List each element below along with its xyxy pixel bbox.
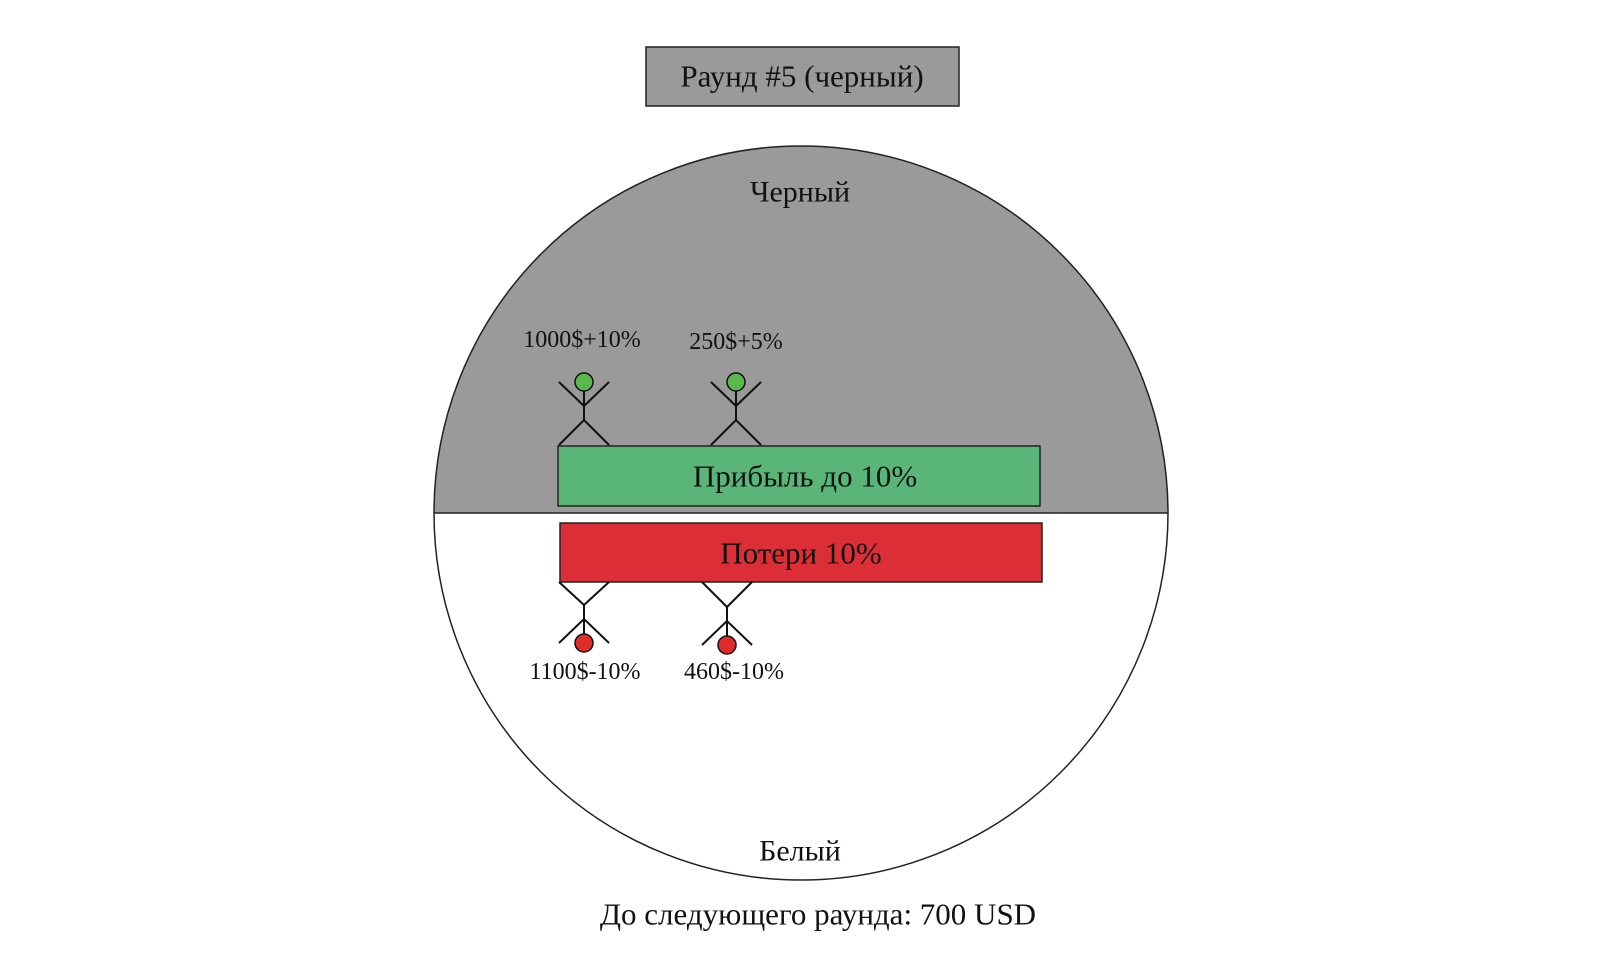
black-half: [434, 146, 1168, 513]
winner-figure: [710, 372, 762, 446]
black-half-label: Черный: [750, 176, 850, 209]
figure-right-leg: [583, 581, 610, 606]
next-round-countdown: До следующего раунда: 700 USD: [600, 897, 1036, 932]
figure-right-leg: [583, 419, 610, 446]
figure-right-arm: [583, 618, 610, 644]
white-half-label: Белый: [759, 835, 841, 868]
loss-bar-label: Потери 10%: [720, 536, 881, 571]
figure-left-arm: [701, 620, 728, 646]
figure-right-arm: [583, 381, 610, 407]
figure-left-leg: [701, 581, 728, 608]
profit-bar-label: Прибыль до 10%: [693, 459, 917, 494]
winner-label: 1000$+10%: [523, 327, 641, 353]
loser-label: 460$-10%: [684, 659, 784, 685]
loser-figure: [558, 581, 610, 653]
loss-bar: Потери 10%: [559, 522, 1043, 583]
profit-bar: Прибыль до 10%: [557, 445, 1041, 507]
loser-head: [717, 635, 737, 655]
profit-bar-background: [557, 445, 1041, 507]
figure-left-arm: [710, 381, 737, 407]
winner-head: [726, 372, 746, 392]
round-title: Раунд #5 (черный): [680, 59, 923, 94]
figure-right-arm: [735, 381, 762, 407]
loser-head: [574, 633, 594, 653]
loser-label: 1100$-10%: [529, 659, 640, 685]
winner-figure: [558, 372, 610, 446]
winner-head: [574, 372, 594, 392]
round-title-box: Раунд #5 (черный): [645, 46, 960, 107]
winner-label: 250$+5%: [689, 329, 783, 355]
figure-left-arm: [558, 381, 585, 407]
loser-figure: [701, 581, 753, 655]
figure-left-leg: [558, 581, 585, 606]
loss-bar-background: [559, 522, 1043, 583]
white-half: [434, 513, 1168, 880]
round-title-background: [645, 46, 960, 107]
figure-right-leg: [735, 419, 762, 446]
figure-left-leg: [710, 419, 737, 446]
figure-right-leg: [726, 581, 753, 608]
wheel: Черный Белый: [433, 145, 1169, 881]
figure-left-arm: [558, 618, 585, 644]
figure-right-arm: [726, 620, 753, 646]
figure-left-leg: [558, 419, 585, 446]
